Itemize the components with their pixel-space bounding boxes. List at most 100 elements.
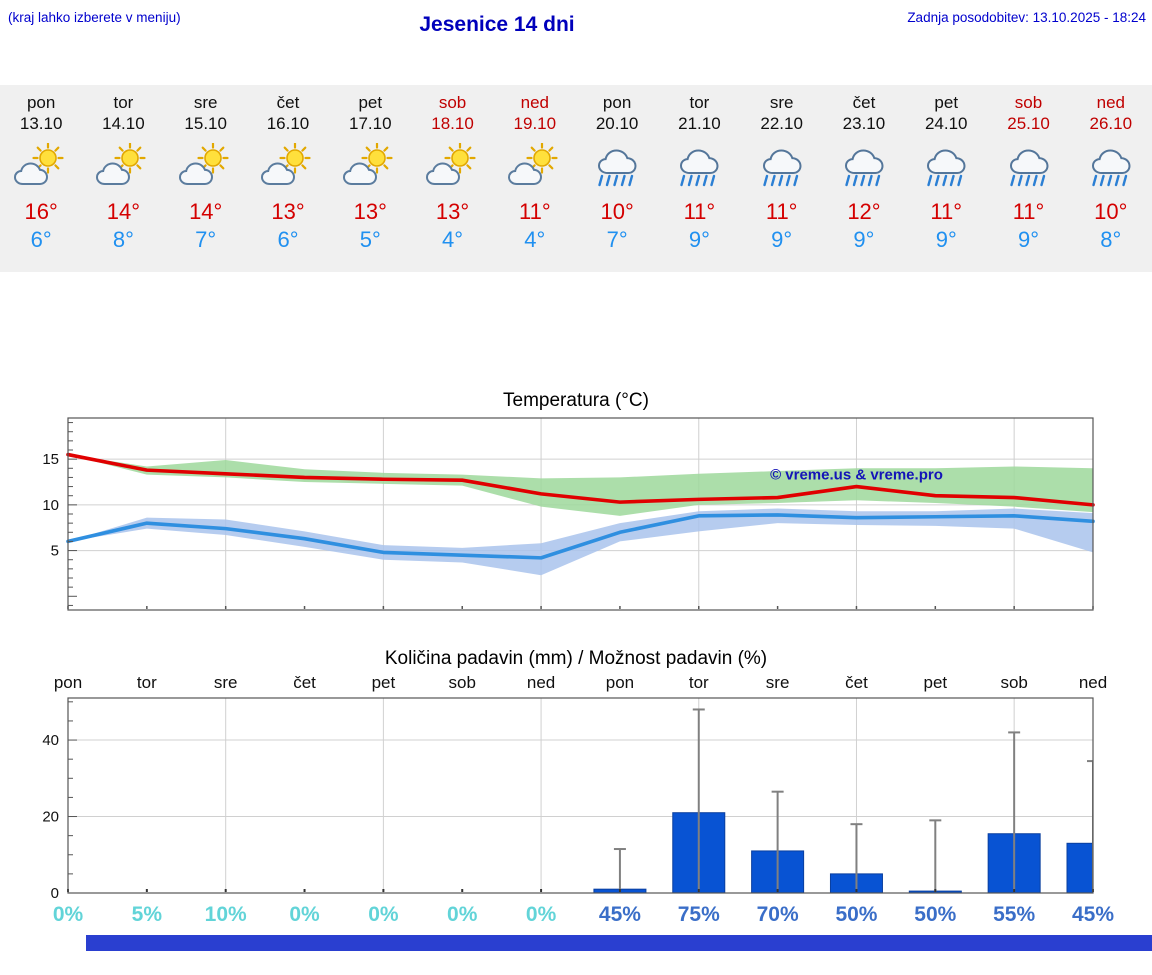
- temperature-chart: 5 10 15 © vreme.us & vreme.pro: [42, 417, 1095, 611]
- precip-probability: 75%: [678, 903, 720, 926]
- day-name: pon: [26, 93, 56, 112]
- precip-day-label: čet: [293, 673, 316, 692]
- precip-day-label: pet: [923, 673, 947, 692]
- day-name: sre: [769, 93, 794, 112]
- day-name: pon: [602, 93, 632, 112]
- day-date: 15.10: [184, 114, 227, 133]
- sun-cloud-icon: [260, 143, 311, 185]
- day-name: pet: [934, 93, 959, 112]
- rain-icon: [680, 149, 719, 187]
- last-update: Zadnja posodobitev: 13.10.2025 - 18:24: [907, 10, 1146, 25]
- precip-day-label: tor: [689, 673, 709, 692]
- forecast-strip: pon 13.10 16° 6° tor 14.10 14° 8° sre 15.10 14° 7° č…: [0, 85, 1152, 272]
- day-date: 21.10: [678, 114, 721, 133]
- precip-day-label: sre: [214, 673, 238, 692]
- precip-probability: 10%: [205, 903, 247, 926]
- precip-probability: 50%: [914, 903, 956, 926]
- day-date: 23.10: [842, 114, 886, 133]
- precip-probability: 45%: [599, 903, 641, 926]
- menu-hint: (kraj lahko izberete v meniju): [8, 10, 181, 25]
- day-icon-wrap: [576, 136, 658, 196]
- forecast-day-21.10: tor 21.10 11° 9°: [658, 85, 740, 272]
- min-temp: 4°: [524, 227, 546, 252]
- max-temp: 14°: [189, 199, 223, 224]
- max-temp: 14°: [106, 199, 141, 224]
- plot-border: [67, 417, 1094, 611]
- forecast-day-23.10: čet 23.10 12° 9°: [823, 85, 905, 272]
- day-icon-wrap: [247, 136, 329, 196]
- day-icon-wrap: [905, 136, 987, 196]
- day-name: ned: [1096, 93, 1125, 112]
- header: (kraj lahko izberete v meniju) Jesenice …: [0, 0, 1152, 48]
- max-temp: 10°: [1094, 199, 1128, 224]
- day-icon-wrap: [1070, 136, 1152, 196]
- sun-cloud-icon: [178, 143, 229, 185]
- precip-day-label: sob: [449, 673, 476, 692]
- min-temp: 4°: [442, 227, 464, 252]
- precip-probability: 0%: [526, 903, 557, 926]
- min-temp: 9°: [771, 227, 793, 252]
- precip-probability: 50%: [835, 903, 877, 926]
- min-temp: 8°: [112, 227, 134, 252]
- precip-chart: pon tor sre čet pet sob ned pon tor sre čet pet sob n…: [42, 673, 1114, 926]
- forecast-day-18.10: sob 18.10 13° 4°: [411, 85, 493, 272]
- min-temp: 6°: [30, 227, 52, 252]
- min-temp: 9°: [688, 227, 710, 252]
- max-temp: 10°: [600, 199, 634, 224]
- forecast-day-19.10: ned 19.10 11° 4°: [494, 85, 576, 272]
- forecast-day-20.10: pon 20.10 10° 7°: [576, 85, 658, 272]
- day-name: sob: [438, 93, 467, 112]
- max-temp: 11°: [930, 199, 963, 224]
- y-tick-label: 20: [42, 809, 59, 826]
- max-temp-line: [66, 452, 1095, 507]
- forecast-day-17.10: pet 17.10 13° 5°: [329, 85, 411, 272]
- day-icon-wrap: [82, 136, 164, 196]
- day-date: 17.10: [348, 114, 392, 133]
- forecast-day-25.10: sob 25.10 11° 9°: [987, 85, 1069, 272]
- precip-day-label: sob: [1000, 673, 1027, 692]
- day-date: 22.10: [760, 114, 803, 133]
- day-name: tor: [689, 93, 710, 112]
- day-date: 20.10: [595, 114, 639, 133]
- precip-day-label: pet: [372, 673, 396, 692]
- footer-bar: [86, 935, 1152, 951]
- min-temp: 6°: [277, 227, 299, 252]
- forecast-day-13.10: pon 13.10 16° 6°: [0, 85, 82, 272]
- watermark: © vreme.us & vreme.pro: [770, 466, 943, 483]
- day-date: 24.10: [924, 114, 968, 133]
- day-icon-wrap: [165, 136, 247, 196]
- precip-day-label: pon: [606, 673, 634, 692]
- day-icon-wrap: [329, 136, 411, 196]
- day-date: 16.10: [266, 114, 310, 133]
- precip-probability: 0%: [53, 903, 84, 926]
- max-temp: 13°: [353, 199, 387, 224]
- min-temp: 8°: [1100, 227, 1122, 252]
- max-temp: 11°: [765, 199, 798, 224]
- day-icon-wrap: [741, 136, 823, 196]
- forecast-day-16.10: čet 16.10 13° 6°: [247, 85, 329, 272]
- day-icon-wrap: [0, 136, 82, 196]
- rain-icon: [844, 149, 884, 187]
- rain-icon: [1009, 149, 1049, 187]
- sun-cloud-icon: [343, 143, 393, 185]
- sun-cloud-icon: [425, 143, 476, 185]
- rain-icon: [927, 149, 966, 187]
- y-tick-label: 10: [42, 497, 59, 514]
- precip-probability: 70%: [757, 903, 799, 926]
- precip-day-label: pon: [54, 673, 82, 692]
- precip-day-label: tor: [137, 673, 157, 692]
- precip-day-label: ned: [527, 673, 555, 692]
- max-temp: 11°: [1012, 199, 1045, 224]
- forecast-day-15.10: sre 15.10 14° 7°: [165, 85, 247, 272]
- precip-probability: 45%: [1072, 903, 1114, 926]
- sun-cloud-icon: [14, 143, 64, 185]
- precip-day-label: ned: [1079, 673, 1107, 692]
- day-name: ned: [520, 93, 550, 112]
- min-temp: 5°: [359, 227, 381, 252]
- y-tick-label: 40: [42, 732, 59, 749]
- day-name: tor: [113, 93, 134, 112]
- forecast-day-22.10: sre 22.10 11° 9°: [741, 85, 823, 272]
- rain-icon: [762, 149, 802, 187]
- sun-cloud-icon: [507, 143, 558, 185]
- temperature-chart-title: Temperatura (°C): [503, 390, 649, 411]
